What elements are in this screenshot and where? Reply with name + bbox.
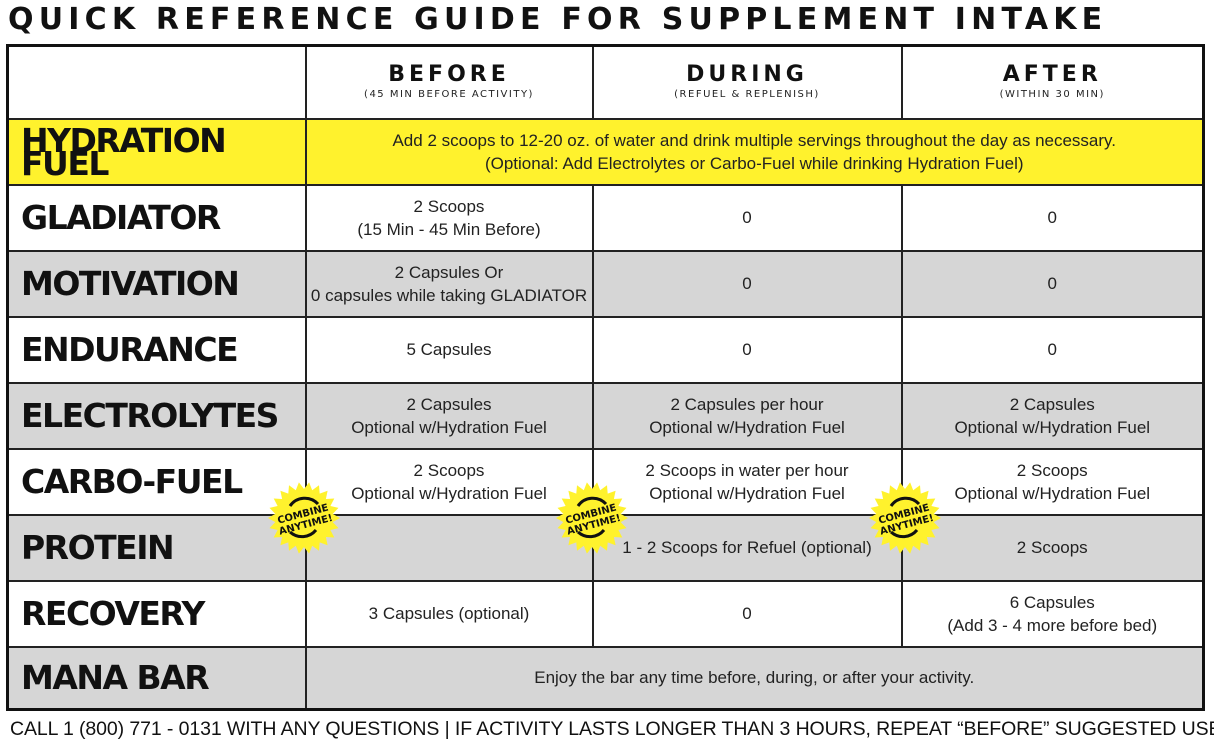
row-endurance: ENDURANCE 5 Capsules 0 0 (6, 315, 1205, 384)
cell-after: 0 (900, 183, 1205, 252)
row-gladiator: GLADIATOR 2 Scoops (15 Min - 45 Min Befor… (6, 183, 1205, 252)
cell-before: 2 Scoops Optional w/Hydration Fuel (304, 447, 594, 516)
cell-during: 0 (591, 579, 903, 648)
row-label: HYDRATION FUEL (6, 117, 307, 186)
header-after: AFTER (WITHIN 30 MIN) (900, 44, 1205, 120)
row-label: PROTEIN (6, 513, 307, 582)
cell-after: 6 Capsules (Add 3 - 4 more before bed) (900, 579, 1205, 648)
combine-anytime-badge: COMBINE ANYTIME! (869, 482, 941, 554)
cell-before: 3 Capsules (optional) (304, 579, 594, 648)
cell-during: 1 - 2 Scoops for Refuel (optional) (591, 513, 903, 582)
row-electrolytes: ELECTROLYTES 2 Capsules Optional w/Hydrat… (6, 381, 1205, 450)
row-label: MOTIVATION (6, 249, 307, 318)
cell-during: 0 (591, 315, 903, 384)
combine-anytime-badge: COMBINE ANYTIME! (268, 482, 340, 554)
circular-arrows-icon (576, 496, 608, 507)
mana-bar-instructions: Enjoy the bar any time before, during, o… (304, 645, 1205, 711)
header-before: BEFORE (45 MIN BEFORE ACTIVITY) (304, 44, 594, 120)
row-label: CARBO-FUEL (6, 447, 307, 516)
starburst-icon (869, 482, 941, 554)
cell-after: 2 Scoops (900, 513, 1205, 582)
cell-before: 2 Capsules Or 0 capsules while taking GLA… (304, 249, 594, 318)
row-label: ELECTROLYTES (6, 381, 307, 450)
row-carbo-fuel: CARBO-FUEL 2 Scoops Optional w/Hydration … (6, 447, 1205, 516)
footer-note: CALL 1 (800) 771 - 0131 WITH ANY QUESTIO… (10, 718, 1214, 740)
cell-before: 5 Capsules (304, 315, 594, 384)
cell-during: 2 Scoops in water per hour Optional w/Hyd… (591, 447, 903, 516)
row-label: ENDURANCE (6, 315, 307, 384)
row-label: GLADIATOR (6, 183, 307, 252)
cell-after: 2 Capsules Optional w/Hydration Fuel (900, 381, 1205, 450)
circular-arrows-icon (288, 496, 320, 507)
header-row: BEFORE (45 MIN BEFORE ACTIVITY) DURING (RE… (6, 44, 1205, 120)
combine-anytime-badge: COMBINE ANYTIME! (556, 482, 628, 554)
supplement-table: BEFORE (45 MIN BEFORE ACTIVITY) DURING (RE… (6, 44, 1205, 711)
starburst-icon (556, 482, 628, 554)
row-recovery: RECOVERY 3 Capsules (optional) 0 6 Capsu… (6, 579, 1205, 648)
cell-during: 0 (591, 249, 903, 318)
row-hydration-fuel: HYDRATION FUEL Add 2 scoops to 12-20 oz.… (6, 117, 1205, 186)
cell-before: 2 Scoops (15 Min - 45 Min Before) (304, 183, 594, 252)
circular-arrows-icon (889, 496, 921, 507)
cell-after: 2 Scoops Optional w/Hydration Fuel (900, 447, 1205, 516)
cell-during: 0 (591, 183, 903, 252)
row-label: MANA BAR (6, 645, 307, 711)
row-label: RECOVERY (6, 579, 307, 648)
page-title: QUICK REFERENCE GUIDE FOR SUPPLEMENT INT… (8, 2, 1108, 37)
row-motivation: MOTIVATION 2 Capsules Or 0 capsules while… (6, 249, 1205, 318)
header-during: DURING (REFUEL & REPLENISH) (591, 44, 903, 120)
cell-before: 2 Capsules Optional w/Hydration Fuel (304, 381, 594, 450)
corner-cell (6, 44, 307, 120)
row-mana-bar: MANA BAR Enjoy the bar any time before, … (6, 645, 1205, 711)
cell-during: 2 Capsules per hour Optional w/Hydration … (591, 381, 903, 450)
cell-after: 0 (900, 249, 1205, 318)
cell-after: 0 (900, 315, 1205, 384)
hydration-instructions: Add 2 scoops to 12-20 oz. of water and d… (304, 117, 1205, 186)
starburst-icon (268, 482, 340, 554)
row-protein: PROTEIN 1 - 2 Scoops for Refuel (optiona… (6, 513, 1205, 582)
cell-before (304, 513, 594, 582)
